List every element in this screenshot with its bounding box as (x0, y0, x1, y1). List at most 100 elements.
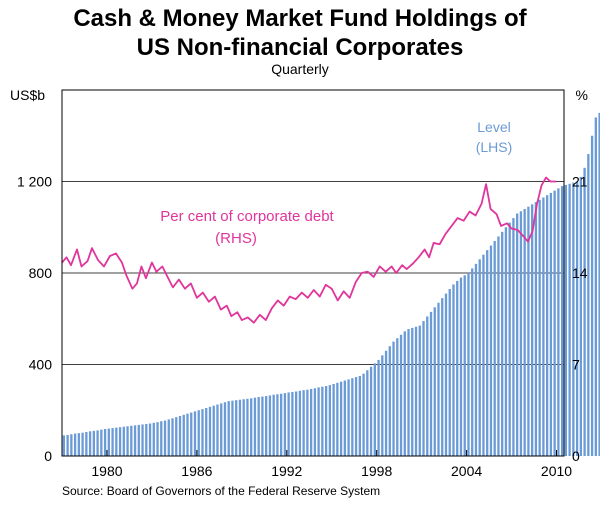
bar (560, 186, 564, 456)
bar (100, 429, 103, 456)
bar (118, 427, 122, 456)
bar (231, 400, 234, 456)
bar (107, 428, 110, 456)
bar (343, 380, 346, 456)
bar (549, 192, 553, 456)
bar (347, 379, 350, 456)
source-note: Source: Board of Governors of the Federa… (62, 484, 380, 498)
bar (298, 390, 302, 456)
bar (242, 399, 245, 456)
bar (403, 331, 406, 456)
bar (418, 325, 421, 456)
line-percent-layer (61, 176, 557, 324)
x-tick-label: 2010 (541, 463, 572, 479)
bar (197, 410, 200, 456)
bar (362, 373, 365, 456)
y-left-tick-label: 0 (44, 448, 52, 464)
bar (223, 402, 227, 456)
bar (467, 273, 470, 456)
bar (523, 208, 526, 456)
bar (388, 346, 391, 456)
y-right-tick-label: 21 (572, 174, 588, 190)
bar (268, 395, 272, 456)
bar (306, 389, 309, 456)
bar (336, 382, 339, 456)
bar (542, 197, 545, 456)
bar (212, 405, 215, 456)
bar (287, 392, 290, 456)
bar (137, 424, 140, 456)
bar (448, 289, 451, 456)
bar (145, 423, 148, 456)
bar (167, 419, 170, 456)
bar (205, 407, 208, 456)
bar (531, 204, 534, 457)
bar (519, 211, 523, 456)
bar (463, 275, 466, 456)
bar (257, 396, 260, 456)
line-percent-corporate-debt (61, 176, 557, 324)
bar (594, 117, 597, 456)
bar (276, 394, 279, 456)
bar (384, 350, 388, 456)
chart-subtitle: Quarterly (271, 61, 329, 77)
y-left-tick-label: 400 (29, 357, 53, 373)
bar (302, 390, 305, 456)
bar (190, 412, 193, 456)
bar (489, 245, 493, 456)
bar (553, 190, 556, 456)
bar (564, 184, 568, 456)
bar (291, 391, 294, 456)
bar (321, 386, 324, 456)
x-tick-label: 2004 (451, 463, 482, 479)
bar (246, 398, 249, 456)
bar (411, 327, 414, 456)
bar (358, 375, 361, 456)
bar (265, 396, 268, 456)
bar (590, 135, 594, 456)
y-right-tick-label: 7 (572, 357, 580, 373)
bar (328, 385, 332, 456)
bar (587, 154, 590, 457)
bar (193, 411, 197, 456)
bar (208, 406, 212, 456)
bar (238, 399, 242, 456)
bar (178, 415, 182, 456)
axis-ticks: 0 400 800 1 200 0 7 14 21 1980 1986 1992 1998 2004 20… (17, 174, 588, 480)
bar (426, 316, 429, 456)
bar (354, 377, 358, 456)
bar (92, 430, 95, 456)
bar (527, 206, 530, 456)
x-tick-label: 1980 (91, 463, 122, 479)
bar (126, 426, 129, 456)
bar (339, 381, 343, 456)
bar (220, 403, 223, 456)
bar (280, 393, 283, 456)
bar (85, 431, 88, 456)
bar (235, 400, 238, 456)
bar (73, 433, 77, 456)
bar (373, 363, 376, 456)
bar (103, 429, 107, 456)
bar (414, 326, 418, 456)
bar (175, 417, 178, 456)
y-left-tick-label: 800 (29, 265, 53, 281)
bar (133, 425, 137, 456)
bar (216, 404, 219, 456)
bar (396, 338, 399, 456)
bar (381, 355, 384, 456)
bar (141, 424, 144, 456)
bar (366, 370, 369, 456)
bar (70, 434, 73, 456)
bar (313, 388, 317, 456)
bar (392, 341, 395, 457)
bar (557, 188, 560, 457)
bar (294, 391, 298, 456)
bar (459, 277, 463, 456)
bar (568, 183, 571, 457)
bar (171, 418, 174, 456)
level-label: Level (477, 119, 510, 135)
chart-title-line2: US Non-financial Corporates (137, 34, 464, 61)
bar (471, 268, 474, 456)
